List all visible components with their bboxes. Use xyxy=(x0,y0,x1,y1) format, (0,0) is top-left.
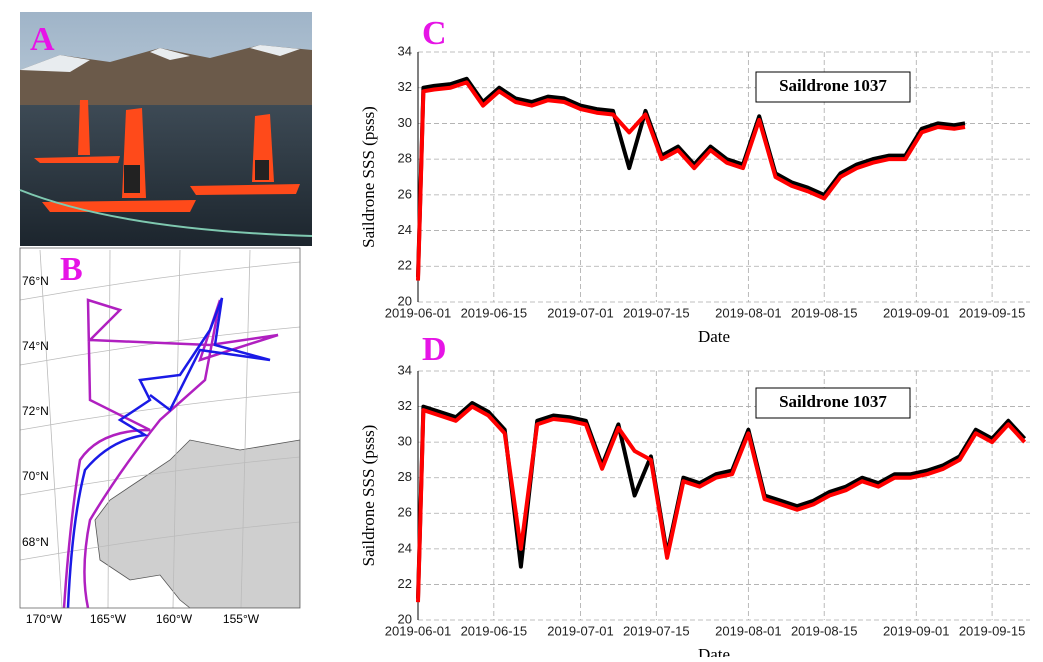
lon-label: 165°W xyxy=(90,612,127,626)
map xyxy=(20,248,300,608)
y-tick-label: 32 xyxy=(398,398,412,413)
annotation: Saildrone 1037 xyxy=(779,76,887,95)
x-tick-label: 2019-09-15 xyxy=(959,623,1026,638)
x-tick-label: 2019-08-01 xyxy=(715,623,782,638)
photo xyxy=(19,12,313,246)
lon-label: 170°W xyxy=(26,612,63,626)
x-tick-label: 2019-06-01 xyxy=(385,305,452,320)
lon-label: 160°W xyxy=(156,612,193,626)
y-tick-label: 28 xyxy=(398,469,412,484)
panel-letter: A xyxy=(30,21,55,58)
y-tick-label: 26 xyxy=(398,186,412,201)
y-tick-label: 34 xyxy=(398,43,412,58)
y-tick-label: 30 xyxy=(398,434,412,449)
x-tick-label: 2019-08-15 xyxy=(791,305,858,320)
x-tick-label: 2019-08-01 xyxy=(715,305,782,320)
panel-letter: C xyxy=(422,15,447,52)
annotation-box xyxy=(755,387,911,419)
y-tick-label: 22 xyxy=(398,258,412,273)
y-tick-label: 22 xyxy=(398,576,412,591)
x-tick-label: 2019-09-01 xyxy=(883,623,950,638)
panel-letter: D xyxy=(422,331,447,368)
panel-letter: B xyxy=(60,251,83,288)
lon-label: 155°W xyxy=(223,612,260,626)
x-tick-label: 2019-07-15 xyxy=(623,623,690,638)
map-frame xyxy=(19,247,301,609)
y-tick-label: 24 xyxy=(398,540,412,555)
y-tick-label: 26 xyxy=(398,505,412,520)
x-tick-label: 2019-09-15 xyxy=(959,305,1026,320)
y-axis-label: Saildrone SSS (psss) xyxy=(359,106,378,248)
series-line xyxy=(416,404,1027,603)
x-axis-label: Date xyxy=(698,327,730,346)
lat-label: 70°N xyxy=(22,469,49,483)
y-axis-label: Saildrone SSS (psss) xyxy=(359,425,378,567)
series-line xyxy=(416,76,966,278)
y-tick-label: 30 xyxy=(398,115,412,130)
y-tick-label: 34 xyxy=(398,362,412,377)
lat-label: 74°N xyxy=(22,339,49,353)
annotation: Saildrone 1037 xyxy=(779,392,887,411)
y-tick-label: 28 xyxy=(398,151,412,166)
series-line xyxy=(416,80,966,281)
x-tick-label: 2019-09-01 xyxy=(883,305,950,320)
x-tick-label: 2019-06-01 xyxy=(385,623,452,638)
y-tick-label: 20 xyxy=(398,611,412,626)
y-tick-label: 20 xyxy=(398,293,412,308)
lat-label: 76°N xyxy=(22,274,49,288)
x-tick-label: 2019-07-01 xyxy=(547,305,614,320)
series-line xyxy=(416,401,1027,599)
x-tick-label: 2019-08-15 xyxy=(791,623,858,638)
x-tick-label: 2019-07-15 xyxy=(623,305,690,320)
x-axis-label: Date xyxy=(698,645,730,657)
x-tick-label: 2019-06-15 xyxy=(461,623,528,638)
annotation-box xyxy=(755,71,911,103)
lat-label: 68°N xyxy=(22,535,49,549)
y-tick-label: 24 xyxy=(398,222,412,237)
x-tick-label: 2019-07-01 xyxy=(547,623,614,638)
x-tick-label: 2019-06-15 xyxy=(461,305,528,320)
lat-label: 72°N xyxy=(22,404,49,418)
y-tick-label: 32 xyxy=(398,79,412,94)
